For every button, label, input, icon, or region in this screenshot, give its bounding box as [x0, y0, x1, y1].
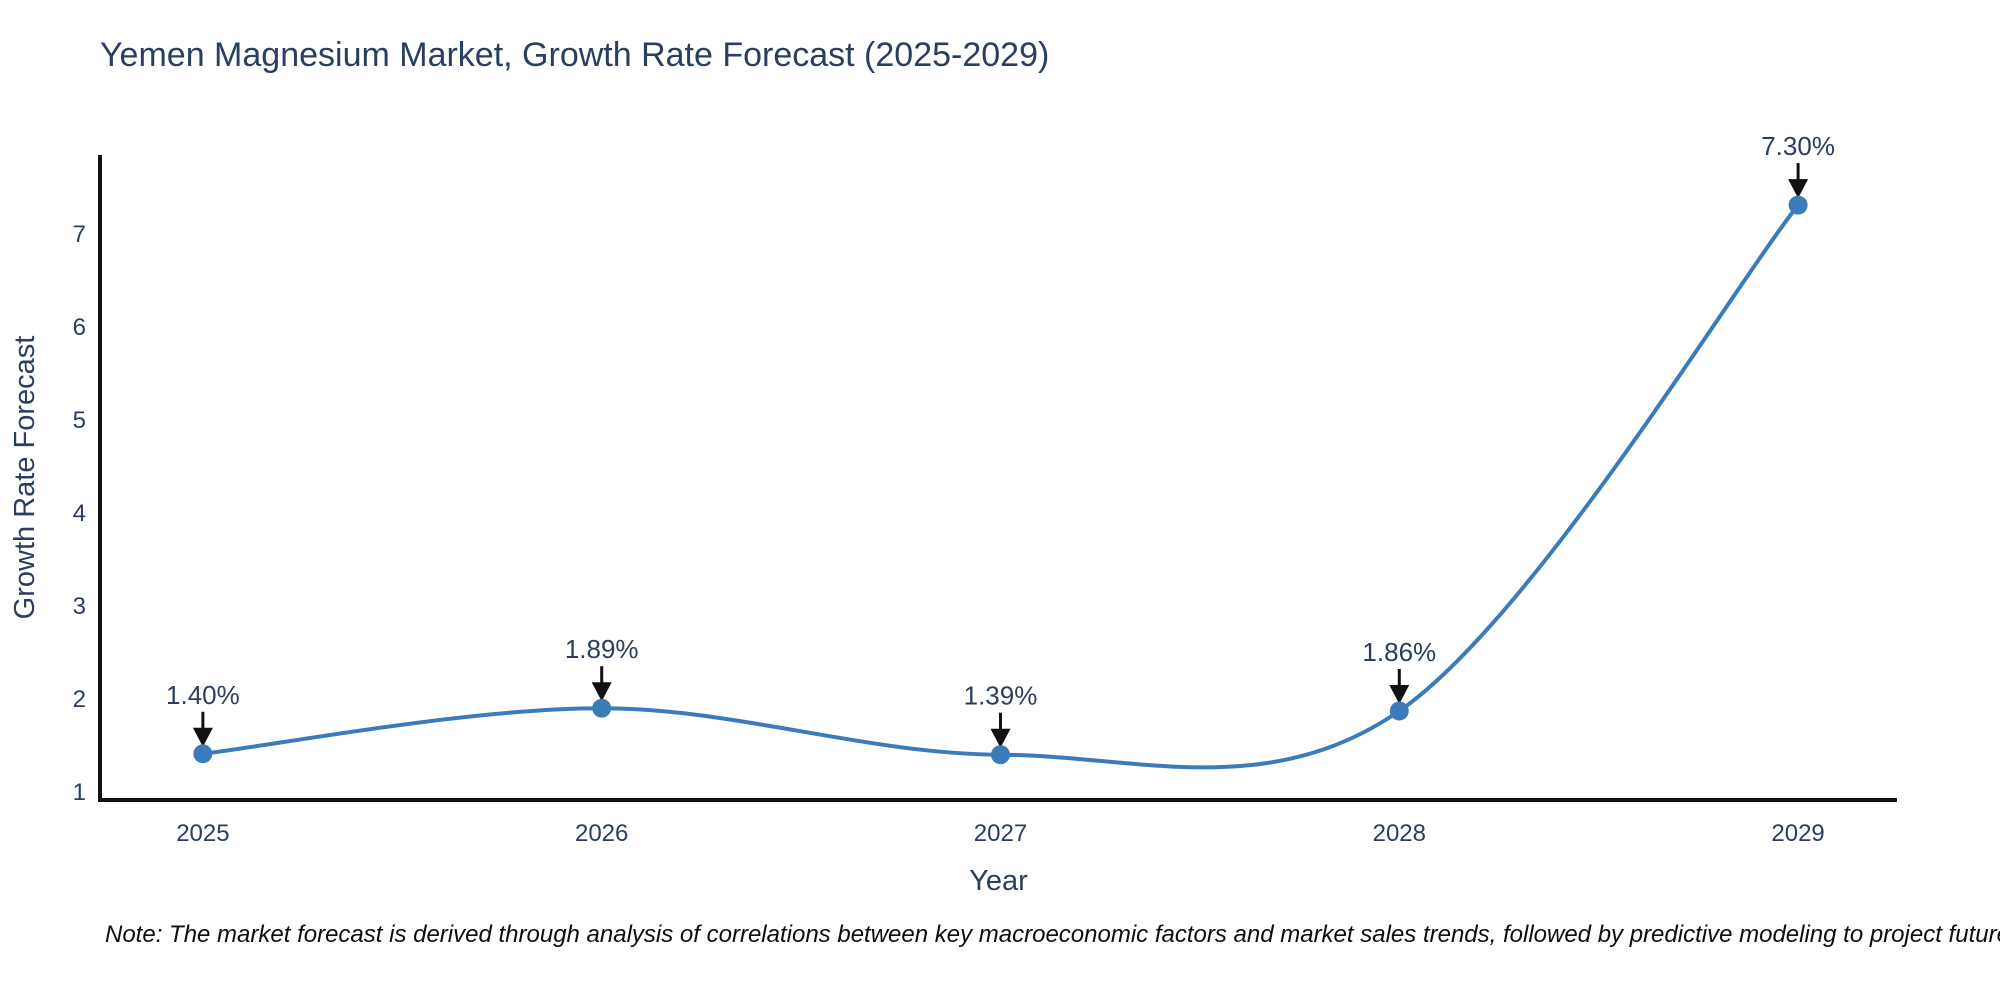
annotation-label: 1.89% [565, 634, 639, 664]
x-tick-label: 2026 [575, 820, 628, 847]
footnote: Note: The market forecast is derived thr… [105, 921, 2000, 948]
y-tick-label: 6 [73, 314, 86, 341]
y-tick-label: 4 [73, 500, 86, 527]
annotation-arrow-head [192, 727, 213, 747]
annotation-arrow-head [1788, 179, 1809, 199]
y-tick-label: 7 [73, 221, 86, 248]
x-axis-title: Year [969, 865, 1028, 897]
annotation-label: 1.40% [166, 680, 240, 710]
data-point-2027 [990, 745, 1010, 765]
data-point-2029 [1788, 195, 1808, 215]
x-tick-label: 2028 [1373, 820, 1426, 847]
data-point-2028 [1389, 701, 1409, 721]
annotation-arrow-head [1389, 685, 1410, 705]
x-tick-label: 2025 [176, 820, 229, 847]
x-tick-label: 2029 [1771, 820, 1824, 847]
forecast-line [200, 203, 1801, 770]
x-tick-label: 2027 [974, 820, 1027, 847]
y-tick-label: 3 [73, 593, 86, 620]
data-point-2025 [193, 744, 213, 764]
chart-title: Yemen Magnesium Market, Growth Rate Fore… [100, 36, 1050, 74]
data-point-2026 [592, 698, 612, 718]
y-tick-label: 5 [73, 407, 86, 434]
annotation-arrow-head [990, 728, 1011, 748]
annotation-label: 1.39% [964, 681, 1038, 711]
y-axis-title: Growth Rate Forecast [9, 336, 41, 620]
annotation-label: 7.30% [1761, 131, 1835, 161]
y-tick-label: 2 [73, 686, 86, 713]
y-tick-label: 1 [73, 779, 86, 806]
annotation-label: 1.86% [1362, 637, 1436, 667]
annotation-arrow-head [591, 682, 612, 702]
